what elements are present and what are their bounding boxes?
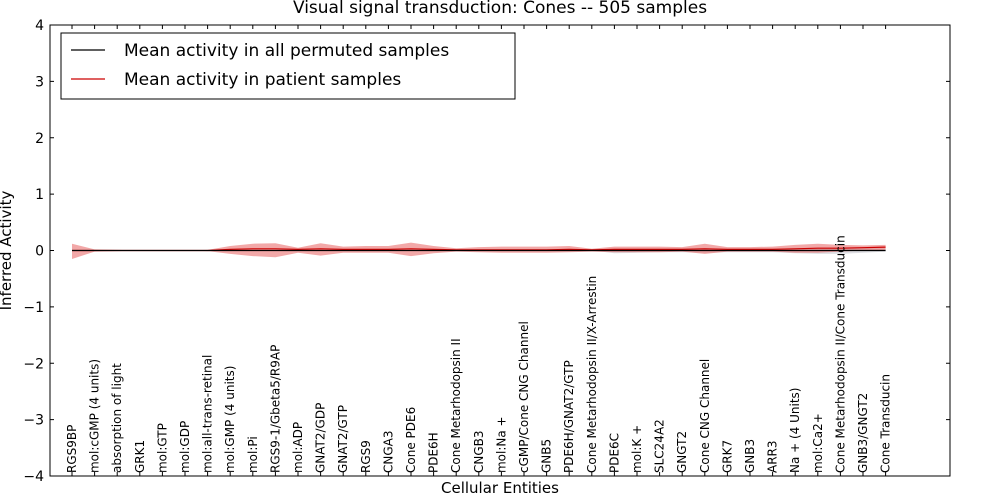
x-tick-label: GNGT2 [675,431,689,473]
series-lines [72,246,886,252]
x-tick-label: mol:Pi [246,436,260,473]
y-tick-label: 1 [35,187,44,203]
x-tick-label: GNB5 [540,439,554,473]
x-tick-label: GRK1 [133,440,147,473]
legend-label-1: Mean activity in patient samples [124,70,401,90]
x-tick-label: RGS9BP [65,425,79,473]
x-tick-label: RGS9-1/Gbeta5/R9AP [268,345,282,473]
y-tick-label: 2 [35,131,44,147]
x-tick-label: absorption of light [110,363,124,473]
x-tick-label: cGMP/Cone CNG Channel [517,321,531,473]
x-tick-label: mol:GDP [178,421,192,473]
x-axis-title: Cellular Entities [441,479,559,497]
x-tick-label: GNB3 [743,439,757,473]
y-axis-title: Inferred Activity [0,190,15,310]
y-tick-label: −4 [23,469,44,485]
x-tick-label: Cone CNG Channel [698,359,712,473]
legend-label-0: Mean activity in all permuted samples [124,41,449,61]
x-tick-label: mol:GTP [155,423,169,473]
x-tick-label: Cone PDE6 [404,407,418,473]
x-tick-label: CNGA3 [381,431,395,474]
x-tick-label: GRK7 [720,440,734,473]
y-tick-label: −3 [23,413,44,429]
x-tick-label: CNGB3 [472,430,486,473]
x-tick-label: mol:GMP (4 units) [223,366,237,473]
y-tick-label: −1 [23,300,44,316]
legend: Mean activity in all permuted samples Mea… [60,32,516,100]
x-tick-label: mol:Na + [494,416,508,473]
x-tick-label: PDE6H [427,432,441,473]
x-tick-label: GNB3/GNGT2 [856,393,870,473]
x-tick-label: PDE6H/GNAT2/GTP [562,360,576,473]
x-tick-label: RGS9 [359,440,373,473]
x-tick-label: mol:Ca2+ [811,413,825,473]
x-tick-label: SLC24A2 [653,419,667,473]
x-tick-label: ARR3 [766,440,780,473]
y-axis: −4 −3 −2 −1 0 1 2 3 4 [23,18,950,485]
x-tick-label: Cone Metarhodopsin II/Cone Transducin [833,235,847,473]
x-tick-label: Cone Transducin [879,374,893,473]
x-tick-label: GNAT2/GDP [314,403,328,473]
x-tick-label: mol:cGMP (4 units) [88,359,102,473]
chart-title: Visual signal transduction: Cones -- 505… [293,0,707,18]
legend-box [60,32,516,100]
x-tick-label: mol:ADP [291,422,305,473]
x-tick-label: PDE6C [607,433,621,473]
x-tick-label: Cone Metarhodopsin II [449,338,463,473]
x-tick-label: mol:K + [630,425,644,473]
x-tick-label: GNAT2/GTP [336,405,350,473]
y-tick-label: 0 [35,244,44,260]
y-tick-label: 4 [35,18,44,34]
x-tick-label: Cone Metarhodopsin II/X-Arrestin [585,276,599,473]
x-tick-label: Na + (4 Units) [788,387,802,473]
x-axis: RGS9BP mol:cGMP (4 units) absorption of li… [65,25,893,476]
y-tick-label: −2 [23,356,44,372]
y-tick-label: 3 [35,74,44,90]
x-tick-label: mol:all-trans-retinal [201,355,215,473]
